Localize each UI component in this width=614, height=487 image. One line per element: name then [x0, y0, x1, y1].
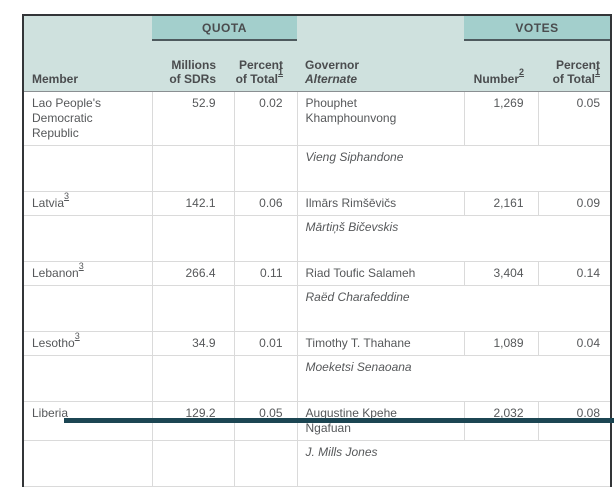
- member-footnote-link[interactable]: 3: [64, 191, 70, 201]
- member-band-spacer: [24, 16, 152, 40]
- alternate-name-cell: Mārtiņš Bičevskis: [296, 215, 611, 262]
- sdr-header-line1: Millions: [171, 58, 216, 72]
- governor-name-cell: Phouphet Khamphounvong: [296, 91, 465, 146]
- member-quota-votes-table-frame: QUOTA VOTES Member Millions of SDRs Perc…: [22, 14, 612, 487]
- votes-number-column-header: Number2: [464, 40, 539, 92]
- quota-band-header: QUOTA: [152, 16, 298, 41]
- governor-column-header: Governor Alternate: [297, 40, 465, 92]
- votes-pct-header-line2: of Total: [552, 72, 595, 86]
- member-footnote-link[interactable]: 3: [74, 331, 80, 341]
- governor-header-line1: Governor: [305, 58, 360, 72]
- member-main-row: Lesotho3 34.9 0.01 Timothy T. Thahane 1,089 0…: [24, 331, 611, 356]
- alternate-row: Raëd Charafeddine: [24, 285, 611, 332]
- member-name: Lesotho3: [32, 331, 80, 351]
- governor-band-spacer: [297, 16, 465, 40]
- member-column-header: Member: [24, 40, 152, 92]
- table-header: QUOTA VOTES Member Millions of SDRs Perc…: [24, 16, 611, 92]
- votes-number-value: 1,089: [463, 331, 539, 356]
- sdr-column-header: Millions of SDRs: [152, 40, 234, 92]
- alternate-header-line2: Alternate: [305, 72, 358, 86]
- alternate-name-cell: Raëd Charafeddine: [296, 285, 611, 332]
- votes-band-header: VOTES: [464, 16, 611, 41]
- quota-percent-value: 0.11: [233, 261, 298, 286]
- empty-sdr-cell: [151, 145, 235, 192]
- empty-member-cell: [24, 355, 153, 402]
- quota-sdr-value: 142.1: [151, 191, 235, 216]
- quota-percent-value: 0.02: [233, 91, 298, 146]
- votes-percent-value: 0.14: [537, 261, 611, 286]
- governor-name: Timothy T. Thahane: [305, 336, 411, 350]
- member-name-cell: Lao People's Democratic Republic: [24, 91, 153, 146]
- table-body: Lao People's Democratic Republic 52.9 0.02…: [24, 91, 611, 487]
- alternate-name-cell: J. Mills Jones: [296, 440, 611, 487]
- member-name: Latvia3: [32, 191, 70, 211]
- sdr-header-line2: of SDRs: [169, 72, 216, 86]
- number-header-label: Number: [473, 72, 519, 86]
- member-name-cell: Lebanon3: [24, 261, 153, 286]
- member-name-cell: Lesotho3: [24, 331, 153, 356]
- quota-sdr-value: 52.9: [151, 91, 235, 146]
- quota-pct-header-line2: of Total: [235, 72, 278, 86]
- quota-pct-header-line1: Percent: [238, 58, 284, 72]
- governor-name-cell: Ilmārs Rimšēvičs: [296, 191, 465, 216]
- governor-name: Phouphet Khamphounvong: [305, 96, 397, 125]
- member-name-cell: Latvia3: [24, 191, 153, 216]
- member-name: Liberia: [32, 406, 69, 420]
- alternate-row: J. Mills Jones: [24, 440, 611, 487]
- votes-number-value: 3,404: [463, 261, 539, 286]
- empty-percent-cell: [233, 215, 298, 262]
- column-labels-row: Member Millions of SDRs Percent of Total…: [24, 40, 611, 92]
- empty-member-cell: [24, 285, 153, 332]
- empty-sdr-cell: [151, 440, 235, 487]
- quota-sdr-value: 266.4: [151, 261, 235, 286]
- alternate-name-cell: Vieng Siphandone: [296, 145, 611, 192]
- votes-percent-value: 0.05: [537, 91, 611, 146]
- member-name: Lao People's Democratic Republic: [32, 96, 102, 140]
- alternate-name-cell: Moeketsi Senaoana: [296, 355, 611, 402]
- empty-member-cell: [24, 145, 153, 192]
- votes-percent-value: 0.04: [537, 331, 611, 356]
- member-main-row: Latvia3 142.1 0.06 Ilmārs Rimšēvičs 2,161 0.0…: [24, 191, 611, 216]
- governor-name-cell: Riad Toufic Salameh: [296, 261, 465, 286]
- member-main-row: Lao People's Democratic Republic 52.9 0.02…: [24, 91, 611, 146]
- governor-name: Riad Toufic Salameh: [305, 266, 416, 280]
- votes-percent-value: 0.09: [537, 191, 611, 216]
- governor-name: Ilmārs Rimšēvičs: [305, 196, 397, 210]
- quota-percent-value: 0.01: [233, 331, 298, 356]
- member-quota-votes-table: QUOTA VOTES Member Millions of SDRs Perc…: [24, 16, 611, 487]
- member-main-row: Lebanon3 266.4 0.11 Riad Toufic Salameh 3,40…: [24, 261, 611, 286]
- empty-sdr-cell: [151, 285, 235, 332]
- alternate-row: Mārtiņš Bičevskis: [24, 215, 611, 262]
- empty-sdr-cell: [151, 355, 235, 402]
- footnote-1-link[interactable]: 1: [278, 67, 284, 77]
- band-row: QUOTA VOTES: [24, 16, 611, 41]
- votes-number-value: 2,161: [463, 191, 539, 216]
- votes-number-value: 1,269: [463, 91, 539, 146]
- governor-name-cell: Timothy T. Thahane: [296, 331, 465, 356]
- votes-percent-column-header: Percent of Total1: [538, 40, 611, 92]
- votes-pct-header-line1: Percent: [555, 58, 601, 72]
- quota-sdr-value: 34.9: [151, 331, 235, 356]
- empty-member-cell: [24, 440, 153, 487]
- member-footnote-link[interactable]: 3: [78, 261, 84, 271]
- footnote-2-link[interactable]: 2: [519, 67, 525, 77]
- alternate-row: Vieng Siphandone: [24, 145, 611, 192]
- bottom-dark-bar: [64, 418, 614, 423]
- empty-member-cell: [24, 215, 153, 262]
- quota-percent-value: 0.06: [233, 191, 298, 216]
- alternate-row: Moeketsi Senaoana: [24, 355, 611, 402]
- empty-percent-cell: [233, 355, 298, 402]
- footnote-1-link[interactable]: 1: [595, 67, 601, 77]
- empty-percent-cell: [233, 440, 298, 487]
- quota-percent-column-header: Percent of Total1: [234, 40, 298, 92]
- empty-percent-cell: [233, 145, 298, 192]
- empty-sdr-cell: [151, 215, 235, 262]
- empty-percent-cell: [233, 285, 298, 332]
- member-name: Lebanon3: [32, 261, 84, 281]
